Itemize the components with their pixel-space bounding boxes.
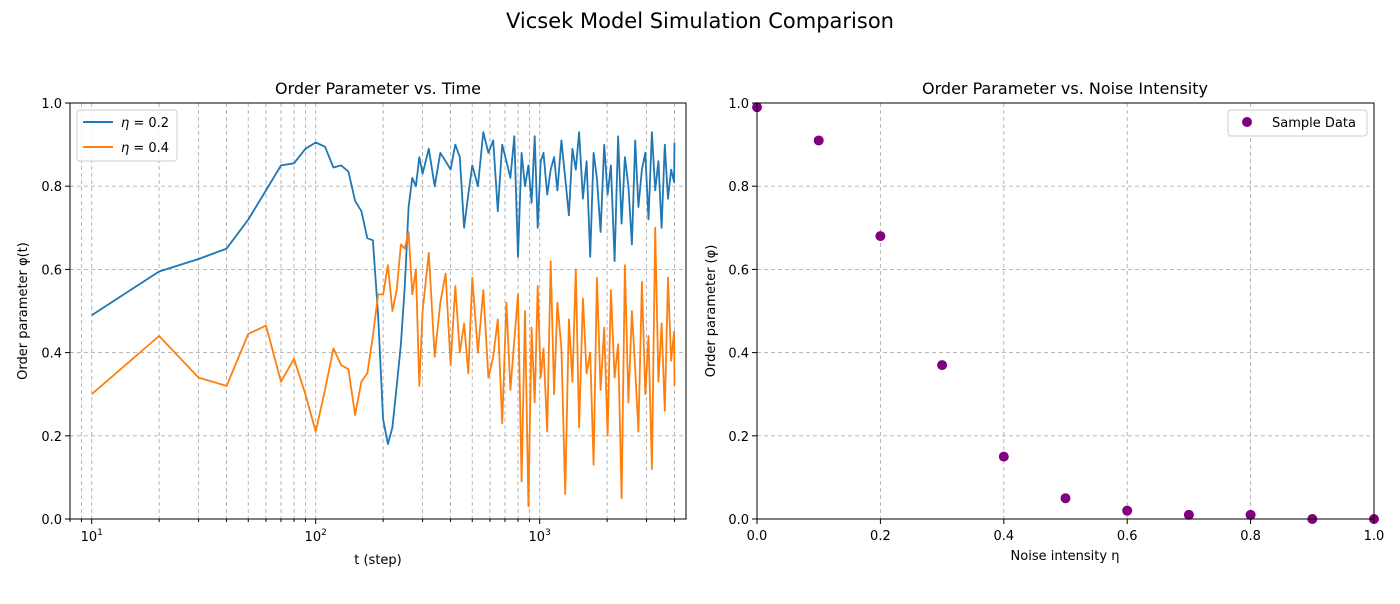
- scatter-point: [1060, 493, 1071, 504]
- legend-label-eta-0.2: η = 0.2: [121, 116, 169, 131]
- plot2-ylabel: Order parameter (φ): [704, 245, 719, 378]
- plot2-xtick-label: 0.6: [1117, 529, 1138, 544]
- time-series-plot: Order Parameter vs. Time 101 102 103 0.0 0.2…: [16, 79, 687, 568]
- noise-scatter-plot: Order Parameter vs. Noise Intensity 0.0 0…: [704, 79, 1384, 564]
- plot2-frame: [756, 102, 1375, 520]
- plot2-ytick-label: 0.8: [728, 180, 749, 195]
- plot1-ylabel: Order parameter φ(t): [16, 242, 31, 380]
- scatter-point: [937, 360, 948, 371]
- scatter-point: [875, 231, 886, 242]
- plot2-xtick-label: 0.2: [870, 529, 891, 544]
- legend-label-sample-data: Sample Data: [1272, 116, 1356, 131]
- plot1-title: Order Parameter vs. Time: [275, 79, 481, 98]
- plot1-xlabel: t (step): [354, 553, 402, 568]
- plot1-xtick-label: 103: [529, 528, 551, 545]
- series-line-1: [91, 226, 676, 508]
- plot2-xtick-label: 0.4: [993, 529, 1014, 544]
- plot2-xlabel: Noise intensity η: [1011, 549, 1120, 564]
- plot1-ytick-label: 0.4: [41, 347, 62, 362]
- scatter-point: [813, 135, 824, 146]
- legend-label-eta-0.4: η = 0.4: [121, 141, 169, 156]
- plot1-ytick-label: 0.6: [41, 263, 62, 278]
- plot2-grid: [756, 102, 1375, 520]
- plot1-xtick-label: 102: [305, 528, 327, 545]
- plot2-ytick-label: 0.6: [728, 263, 749, 278]
- scatter-point: [1122, 505, 1133, 516]
- series-line-0: [91, 131, 676, 446]
- plot2-ytick-label: 0.2: [728, 430, 749, 445]
- plot2-ytick-label: 0.0: [728, 513, 749, 528]
- plot2-xtick-label: 0.8: [1240, 529, 1261, 544]
- plot1-frame: [69, 102, 687, 520]
- plot2-series: [752, 102, 1379, 524]
- plot2-legend-box: [1227, 109, 1368, 137]
- plot1-series: [91, 131, 676, 508]
- plot1-ytick-label: 0.8: [41, 180, 62, 195]
- plot2-ytick-label: 0.4: [728, 347, 749, 362]
- plot2-ticks: 0.0 0.2 0.4 0.6 0.8 1.0 0.0 0.2 0.4 0.6 0.8 1.0: [728, 97, 1384, 544]
- figure-title: Vicsek Model Simulation Comparison: [506, 9, 894, 33]
- plot1-legend: η = 0.2 η = 0.4: [76, 109, 178, 162]
- plot2-ytick-label: 1.0: [728, 97, 749, 112]
- plot2-xtick-label: 0.0: [747, 529, 768, 544]
- scatter-point: [998, 451, 1009, 462]
- scatter-point: [1245, 509, 1256, 520]
- scatter-point: [1183, 509, 1194, 520]
- plot1-ytick-label: 0.2: [41, 430, 62, 445]
- plot2-xtick-label: 1.0: [1364, 529, 1385, 544]
- plot2-title: Order Parameter vs. Noise Intensity: [922, 79, 1208, 98]
- plot2-legend: Sample Data: [1227, 109, 1368, 137]
- plot1-xtick-label: 101: [81, 528, 103, 545]
- legend-marker-sample-data: [1242, 117, 1252, 127]
- plot1-ticks: 101 102 103 0.0 0.2 0.4 0.6 0.8 1.0: [41, 97, 676, 545]
- plot1-ytick-label: 0.0: [41, 513, 62, 528]
- plot1-ytick-label: 1.0: [41, 97, 62, 112]
